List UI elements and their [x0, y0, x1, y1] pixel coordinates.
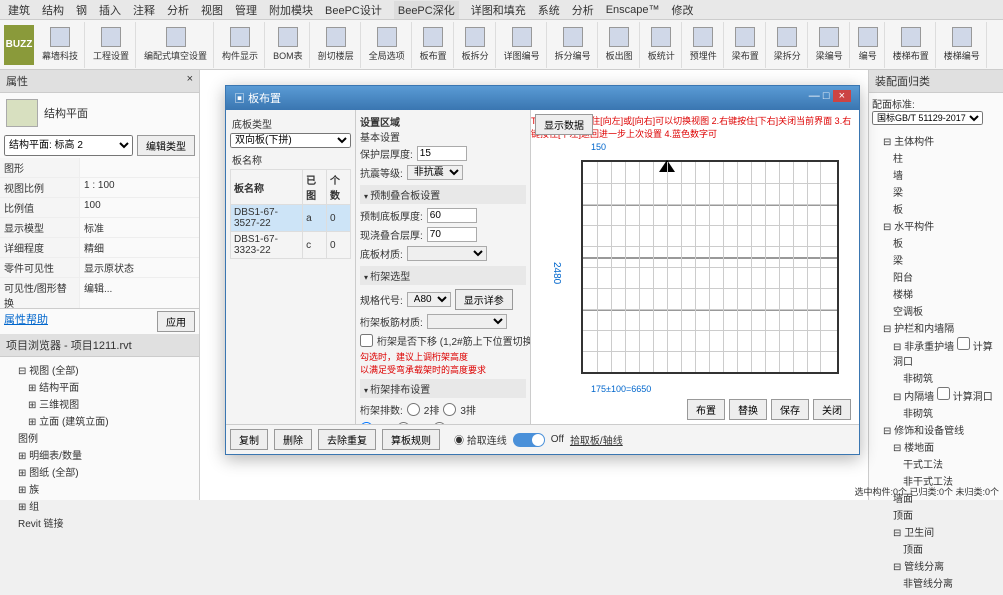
menu-item[interactable]: 分析 — [167, 2, 189, 18]
section-precast[interactable]: 预制叠合板设置 — [360, 185, 526, 204]
menu-item[interactable]: 注释 — [133, 2, 155, 18]
table-row[interactable]: DBS1-67-3527-22a0 — [231, 205, 351, 232]
overlay-input[interactable] — [427, 227, 477, 242]
preview-grid: 2480 150 175±100=6650 — [551, 130, 849, 394]
assembly-tree[interactable]: ⊟ 主体构件 柱 墙 梁 板 ⊟ 水平构件 板 梁 阳台 楼梯 空调板 ⊟ 护栏… — [869, 128, 1003, 595]
trussmat-select[interactable] — [427, 314, 507, 329]
dialog-footer: 复制 删除 去除重复 算板规则 ◉ 拾取连线 Off 拾取板/轴线 — [226, 424, 859, 454]
section-arrange[interactable]: 桁架排布设置 — [360, 379, 526, 398]
slab-table[interactable]: 板名称已图个数 DBS1-67-3527-22a0 DBS1-67-3323-2… — [230, 169, 351, 259]
dim-label: 150 — [591, 142, 606, 152]
thickness-input[interactable] — [417, 146, 467, 161]
menu-item[interactable]: 结构 — [42, 2, 64, 18]
menu-item[interactable]: 系统 — [538, 2, 560, 18]
close-button[interactable]: 关闭 — [813, 399, 851, 420]
logo: BUZZ — [4, 25, 34, 65]
properties-header: 属性× — [0, 70, 199, 93]
radio-2row[interactable] — [407, 403, 420, 416]
dedup-button[interactable]: 去除重复 — [318, 429, 376, 450]
ribbon-button[interactable]: 板出图 — [600, 22, 640, 68]
spec-select[interactable]: A80 — [407, 292, 451, 307]
layout-button[interactable]: 布置 — [687, 399, 725, 420]
ribbon-button[interactable]: 详图编号 — [498, 22, 547, 68]
seismic-select[interactable]: 非抗震 — [407, 165, 463, 180]
toggle-switch[interactable] — [513, 433, 545, 447]
close-icon[interactable]: × — [833, 90, 851, 102]
project-browser[interactable]: ⊟ 视图 (全部) ⊞ 结构平面 ⊞ 三维视图 ⊞ 立面 (建筑立面) 图例 ⊞… — [0, 357, 199, 535]
copy-button[interactable]: 复制 — [230, 429, 268, 450]
table-row[interactable]: DBS1-67-3323-22c0 — [231, 232, 351, 259]
ribbon-button[interactable]: 板拆分 — [456, 22, 496, 68]
section-truss[interactable]: 桁架选型 — [360, 266, 526, 285]
menu-item[interactable]: BeePC设计 — [325, 2, 382, 18]
dialog-settings: 设置区域 基本设置 保护层厚度: 抗震等级:非抗震 预制叠合板设置 预制底板厚度… — [356, 110, 531, 424]
left-panel: 属性× 结构平面 结构平面: 标高 2 编辑类型 图形 视图比例1 : 100 … — [0, 70, 200, 500]
menu-item[interactable]: 钢 — [76, 2, 87, 18]
delete-button[interactable]: 删除 — [274, 429, 312, 450]
type-selector[interactable]: 结构平面: 标高 2 — [4, 135, 133, 156]
edit-type-button[interactable]: 编辑类型 — [137, 135, 195, 156]
props-help[interactable]: 属性帮助 — [4, 311, 48, 332]
replace-button[interactable]: 替换 — [729, 399, 767, 420]
menu-item[interactable]: 附加模块 — [269, 2, 313, 18]
apply-button[interactable]: 应用 — [157, 311, 195, 332]
assembly-header: 装配面归类 — [869, 70, 1003, 93]
ribbon-button[interactable]: 幕墙科技 — [36, 22, 85, 68]
properties-grid: 图形 视图比例1 : 100 比例值100 显示模型标准 详细程度精细 零件可见… — [0, 158, 199, 308]
menu-item[interactable]: 视图 — [201, 2, 223, 18]
ribbon-button[interactable]: 工程设置 — [87, 22, 136, 68]
ribbon-button[interactable]: 梁编号 — [810, 22, 850, 68]
type-icon — [6, 99, 38, 127]
view-type: 结构平面 — [44, 105, 88, 121]
dialog-left: 底板类型 双向板(下拼) 板名称 板名称已图个数 DBS1-67-3527-22… — [226, 110, 356, 424]
ribbon-button[interactable]: 楼梯编号 — [938, 22, 987, 68]
dim-label: 175±100=6650 — [591, 384, 651, 394]
radio-3row[interactable] — [443, 403, 456, 416]
ribbon-button[interactable]: 楼梯布置 — [887, 22, 936, 68]
ribbon-button[interactable]: 编号 — [852, 22, 885, 68]
close-icon[interactable]: × — [187, 73, 193, 89]
ribbon-button[interactable]: 剖切楼层 — [312, 22, 361, 68]
ribbon-button[interactable]: BOM表 — [267, 22, 310, 68]
cb-shift[interactable] — [360, 334, 373, 347]
minimize-icon[interactable]: — — [809, 90, 820, 102]
detail-button[interactable]: 显示详参 — [455, 289, 513, 310]
menubar: 建筑 结构 钢 插入 注释 分析 视图 管理 附加模块 BeePC设计 BeeP… — [0, 0, 1003, 20]
ribbon: BUZZ 幕墙科技工程设置编配式填空设置构件显示BOM表剖切楼层全局选项板布置板… — [0, 20, 1003, 70]
slab-type-select[interactable]: 双向板(下拼) — [230, 133, 351, 148]
std-select[interactable]: 国标GB/T 51129-2017 — [872, 111, 983, 125]
menu-item[interactable]: BeePC深化 — [394, 1, 459, 19]
ribbon-button[interactable]: 板布置 — [414, 22, 454, 68]
precast-input[interactable] — [427, 208, 477, 223]
maximize-icon[interactable]: □ — [823, 90, 830, 102]
menu-item[interactable]: 插入 — [99, 2, 121, 18]
ribbon-button[interactable]: 板统计 — [642, 22, 682, 68]
menu-item[interactable]: 建筑 — [8, 2, 30, 18]
ribbon-button[interactable]: 构件显示 — [216, 22, 265, 68]
dialog-preview[interactable]: Tips：1.右键按住[向左]或[向右]可以切换视图 2.右键按住[下右]关闭当… — [531, 110, 859, 424]
ribbon-button[interactable]: 全局选项 — [363, 22, 412, 68]
cb-hole2[interactable] — [937, 387, 950, 400]
rule-button[interactable]: 算板规则 — [382, 429, 440, 450]
ribbon-button[interactable]: 梁布置 — [726, 22, 766, 68]
dim-label: 2480 — [551, 262, 562, 284]
menu-item[interactable]: 管理 — [235, 2, 257, 18]
save-button[interactable]: 保存 — [771, 399, 809, 420]
material-select[interactable] — [407, 246, 487, 261]
ribbon-button[interactable]: 预埋件 — [684, 22, 724, 68]
pick-axis-link[interactable]: 拾取板/轴线 — [570, 432, 623, 447]
menu-item[interactable]: 修改 — [672, 2, 694, 18]
cb-hole1[interactable] — [957, 337, 970, 350]
menu-item[interactable]: Enscape™ — [606, 4, 660, 16]
browser-header: 项目浏览器 - 项目1211.rvt — [0, 334, 199, 357]
ribbon-button[interactable]: 拆分编号 — [549, 22, 598, 68]
menu-item[interactable]: 分析 — [572, 2, 594, 18]
right-panel: 装配面归类 配面标准: 国标GB/T 51129-2017 ⊟ 主体构件 柱 墙… — [868, 70, 1003, 500]
slab-layout-dialog: ▣ 板布置 — □ × 底板类型 双向板(下拼) 板名称 板名称已图个数 DBS… — [225, 85, 860, 455]
ribbon-button[interactable]: 梁拆分 — [768, 22, 808, 68]
status-text: 选中构件:0个 已归类:0个 未归类:0个 — [854, 485, 999, 498]
dialog-titlebar: ▣ 板布置 — □ × — [226, 86, 859, 110]
ribbon-button[interactable]: 编配式填空设置 — [138, 22, 214, 68]
menu-item[interactable]: 详图和填充 — [471, 2, 526, 18]
